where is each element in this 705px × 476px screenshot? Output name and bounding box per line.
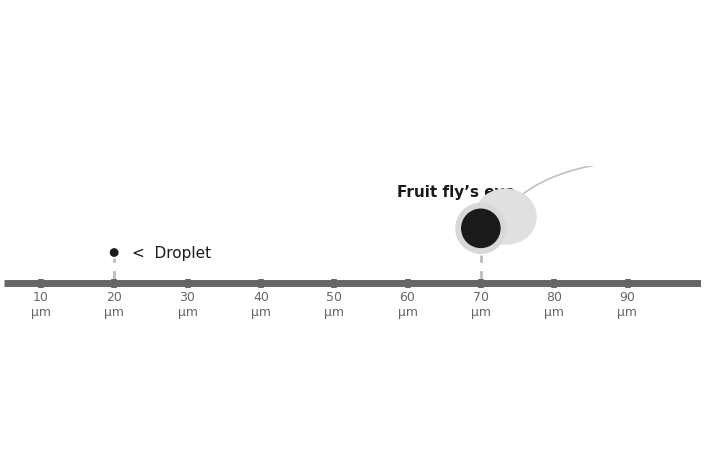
Text: <  Droplet: < Droplet <box>133 246 212 260</box>
Circle shape <box>461 209 501 248</box>
Circle shape <box>455 203 506 255</box>
Text: 30
μm: 30 μm <box>178 290 197 318</box>
Text: 10
μm: 10 μm <box>31 290 51 318</box>
Circle shape <box>110 248 118 258</box>
Text: 90
μm: 90 μm <box>618 290 637 318</box>
Text: 20
μm: 20 μm <box>104 290 124 318</box>
Polygon shape <box>474 189 537 245</box>
Text: 70
μm: 70 μm <box>471 290 491 318</box>
Text: 40
μm: 40 μm <box>251 290 271 318</box>
Text: 60
μm: 60 μm <box>398 290 417 318</box>
Text: 80
μm: 80 μm <box>544 290 564 318</box>
Text: Fruit fly’s eye: Fruit fly’s eye <box>396 185 515 200</box>
Text: 50
μm: 50 μm <box>324 290 344 318</box>
